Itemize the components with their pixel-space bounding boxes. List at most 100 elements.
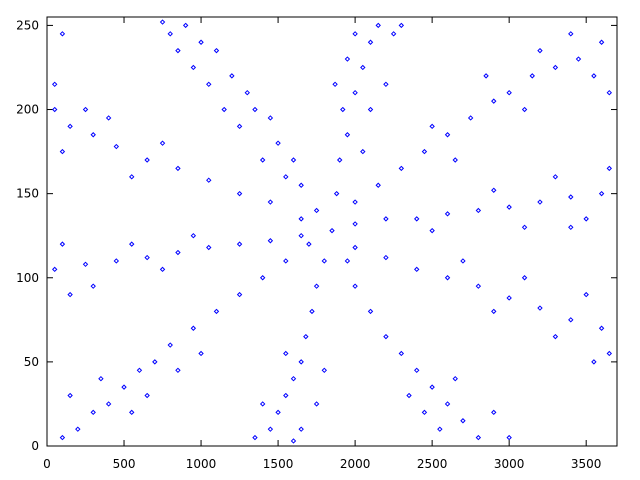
point: [360, 148, 366, 155]
x-tick-label: 0: [43, 457, 51, 471]
point: [267, 199, 274, 205]
point: [136, 367, 143, 374]
point: [429, 227, 435, 234]
point: [59, 148, 66, 155]
point: [444, 211, 451, 217]
point: [506, 204, 512, 210]
point: [298, 426, 304, 432]
point: [367, 106, 374, 113]
point: [221, 106, 227, 113]
point: [321, 367, 328, 374]
y-tick-label: 100: [16, 271, 39, 285]
point: [236, 190, 243, 197]
point: [309, 308, 315, 315]
point: [67, 392, 73, 399]
point: [51, 106, 58, 113]
point: [51, 266, 58, 273]
point: [352, 221, 358, 227]
point: [175, 47, 181, 54]
point: [360, 64, 366, 71]
point: [190, 232, 197, 239]
point: [259, 157, 266, 163]
point: [113, 258, 120, 264]
point: [267, 238, 274, 244]
point: [267, 426, 274, 432]
point: [332, 81, 338, 88]
point: [583, 216, 589, 222]
point: [521, 275, 528, 281]
point: [583, 291, 589, 298]
point: [190, 64, 197, 71]
point: [375, 182, 381, 188]
point: [190, 325, 197, 331]
point: [198, 39, 204, 45]
y-tick-label: 200: [16, 103, 39, 117]
point: [591, 359, 597, 365]
point: [283, 174, 289, 180]
point: [313, 283, 320, 289]
point: [352, 199, 358, 205]
point: [206, 244, 212, 251]
point: [252, 434, 258, 441]
x-tick-label: 3500: [571, 457, 602, 471]
point: [421, 148, 428, 155]
point: [129, 174, 135, 180]
point: [229, 73, 235, 79]
point: [552, 333, 559, 340]
point: [321, 258, 328, 264]
x-tick-label: 500: [113, 457, 136, 471]
point: [298, 182, 304, 188]
point: [367, 308, 374, 315]
point: [444, 275, 451, 281]
point: [244, 89, 250, 96]
point: [259, 275, 266, 281]
point: [406, 392, 412, 399]
point: [182, 22, 189, 29]
point: [236, 123, 243, 130]
point: [521, 106, 528, 113]
point: [259, 401, 266, 407]
point: [568, 224, 574, 231]
point: [283, 392, 289, 399]
point: [152, 359, 158, 365]
point: [303, 333, 309, 340]
point: [252, 106, 258, 113]
point: [90, 132, 96, 138]
point: [575, 56, 582, 62]
point: [236, 291, 243, 298]
x-tick-label: 2500: [417, 457, 448, 471]
point: [460, 258, 466, 264]
point: [506, 89, 512, 96]
point: [491, 98, 497, 104]
point: [98, 375, 104, 382]
point: [475, 207, 482, 214]
point: [336, 157, 343, 163]
x-tick-label: 3000: [494, 457, 525, 471]
point: [59, 31, 66, 37]
point: [167, 31, 173, 37]
point: [598, 190, 605, 197]
point: [90, 283, 96, 289]
point: [67, 291, 73, 298]
point: [537, 305, 543, 311]
point: [414, 216, 420, 222]
point: [606, 89, 613, 96]
point: [475, 283, 482, 289]
point: [452, 157, 458, 163]
point: [568, 317, 574, 323]
point: [144, 254, 150, 261]
y-tick-label: 0: [31, 439, 39, 453]
point: [333, 190, 340, 197]
point: [383, 254, 389, 261]
point: [75, 426, 81, 432]
point: [82, 261, 89, 268]
point: [491, 308, 497, 315]
point: [82, 106, 89, 113]
point: [267, 115, 274, 121]
point: [340, 106, 346, 113]
point: [452, 375, 458, 382]
point: [198, 350, 204, 357]
point: [51, 81, 58, 88]
point: [105, 115, 112, 121]
